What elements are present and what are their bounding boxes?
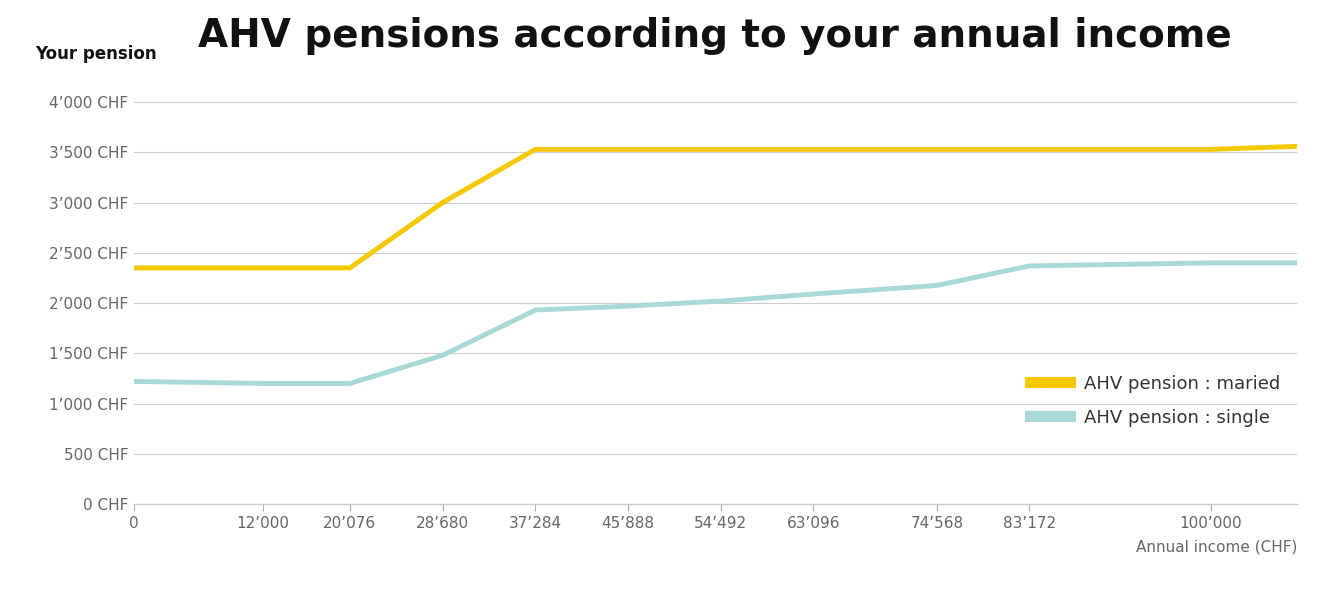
AHV pension : single: (7.46e+04, 2.18e+03): single: (7.46e+04, 2.18e+03) <box>929 282 945 289</box>
AHV pension : maried: (2.87e+04, 3e+03): maried: (2.87e+04, 3e+03) <box>435 199 451 206</box>
Title: AHV pensions according to your annual income: AHV pensions according to your annual in… <box>198 17 1233 55</box>
AHV pension : maried: (2.01e+04, 2.35e+03): maried: (2.01e+04, 2.35e+03) <box>342 265 358 272</box>
AHV pension : single: (1.2e+04, 1.2e+03): single: (1.2e+04, 1.2e+03) <box>255 380 271 387</box>
AHV pension : single: (2.01e+04, 1.2e+03): single: (2.01e+04, 1.2e+03) <box>342 380 358 387</box>
X-axis label: Annual income (CHF): Annual income (CHF) <box>1135 540 1297 555</box>
AHV pension : single: (5.45e+04, 2.02e+03): single: (5.45e+04, 2.02e+03) <box>713 298 729 305</box>
AHV pension : maried: (4.59e+04, 3.53e+03): maried: (4.59e+04, 3.53e+03) <box>620 146 636 153</box>
AHV pension : single: (1e+05, 2.4e+03): single: (1e+05, 2.4e+03) <box>1203 259 1219 266</box>
AHV pension : single: (3.73e+04, 1.93e+03): single: (3.73e+04, 1.93e+03) <box>527 307 543 314</box>
AHV pension : maried: (3.73e+04, 3.53e+03): maried: (3.73e+04, 3.53e+03) <box>527 146 543 153</box>
AHV pension : single: (1.08e+05, 2.4e+03): single: (1.08e+05, 2.4e+03) <box>1289 259 1305 266</box>
Line: AHV pension : single: AHV pension : single <box>134 263 1297 383</box>
AHV pension : maried: (7.46e+04, 3.53e+03): maried: (7.46e+04, 3.53e+03) <box>929 146 945 153</box>
AHV pension : single: (2.87e+04, 1.48e+03): single: (2.87e+04, 1.48e+03) <box>435 352 451 359</box>
AHV pension : maried: (1.08e+05, 3.56e+03): maried: (1.08e+05, 3.56e+03) <box>1289 143 1305 150</box>
AHV pension : single: (8.32e+04, 2.37e+03): single: (8.32e+04, 2.37e+03) <box>1021 262 1038 269</box>
AHV pension : maried: (6.31e+04, 3.53e+03): maried: (6.31e+04, 3.53e+03) <box>805 146 821 153</box>
AHV pension : maried: (0, 2.35e+03): maried: (0, 2.35e+03) <box>126 265 142 272</box>
AHV pension : single: (0, 1.22e+03): single: (0, 1.22e+03) <box>126 378 142 385</box>
Text: Your pension: Your pension <box>35 46 156 64</box>
AHV pension : single: (4.59e+04, 1.97e+03): single: (4.59e+04, 1.97e+03) <box>620 302 636 310</box>
AHV pension : maried: (5.45e+04, 3.53e+03): maried: (5.45e+04, 3.53e+03) <box>713 146 729 153</box>
AHV pension : maried: (1e+05, 3.53e+03): maried: (1e+05, 3.53e+03) <box>1203 146 1219 153</box>
AHV pension : maried: (1.2e+04, 2.35e+03): maried: (1.2e+04, 2.35e+03) <box>255 265 271 272</box>
AHV pension : single: (6.31e+04, 2.09e+03): single: (6.31e+04, 2.09e+03) <box>805 290 821 298</box>
AHV pension : maried: (8.32e+04, 3.53e+03): maried: (8.32e+04, 3.53e+03) <box>1021 146 1038 153</box>
Legend: AHV pension : maried, AHV pension : single: AHV pension : maried, AHV pension : sing… <box>1023 367 1288 434</box>
Line: AHV pension : maried: AHV pension : maried <box>134 146 1297 268</box>
